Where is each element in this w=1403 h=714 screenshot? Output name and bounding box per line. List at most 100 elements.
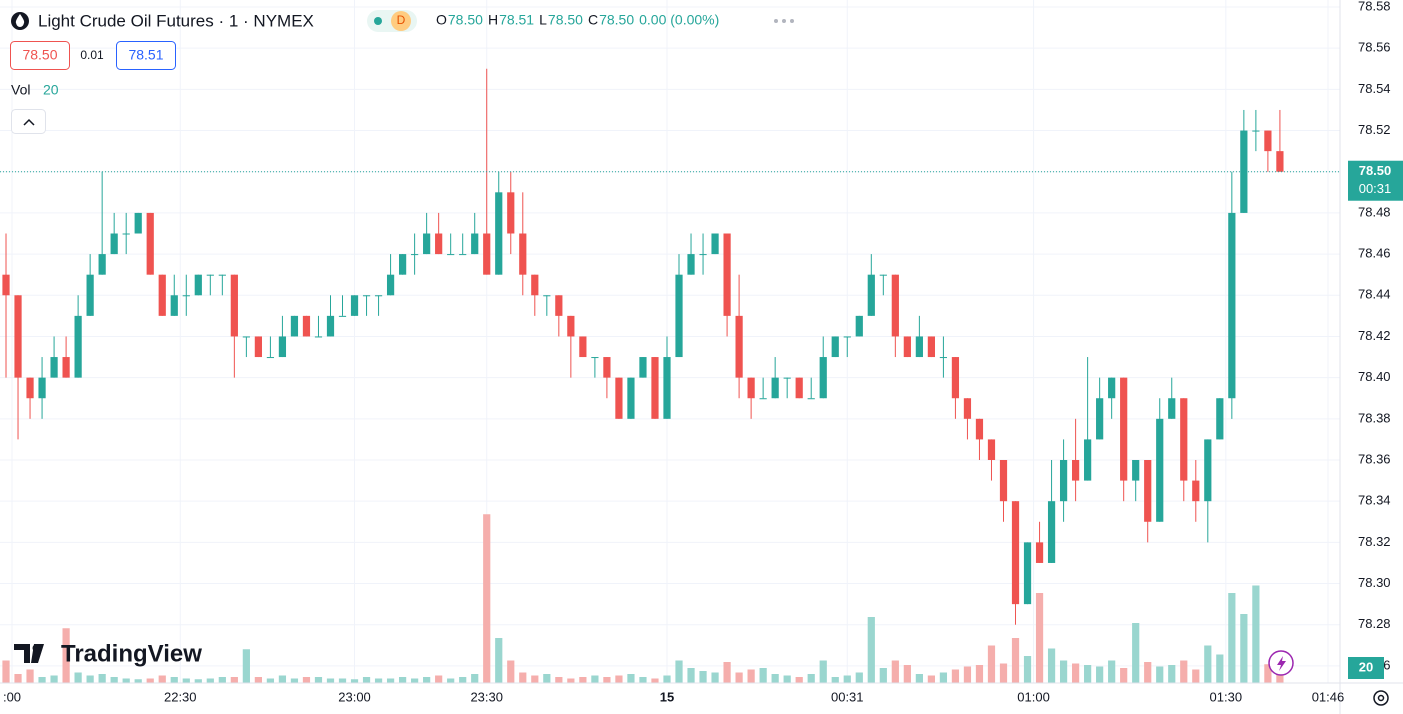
- vol-label: Vol: [11, 82, 30, 98]
- volume-bar: [230, 677, 238, 683]
- candle-body: [987, 439, 996, 461]
- x-tick-label: 01:00: [1017, 689, 1050, 704]
- volume-bar: [254, 677, 262, 683]
- volume-bar: [14, 674, 22, 683]
- volume-tag: [1348, 657, 1384, 679]
- candle-body: [338, 315, 347, 317]
- candle-body: [2, 274, 10, 296]
- candle-body: [855, 315, 863, 337]
- volume-bar: [471, 674, 479, 683]
- volume-bar: [110, 677, 118, 683]
- candle-body: [1204, 439, 1212, 502]
- badge-label: D: [397, 13, 406, 27]
- candle-body: [615, 377, 623, 419]
- candle-body: [519, 233, 527, 275]
- symbol-title[interactable]: Light Crude Oil Futures · 1 · NYMEX: [38, 11, 314, 30]
- ask: 78.51: [128, 47, 163, 63]
- volume-bar: [915, 674, 923, 683]
- volume-bar: [1180, 660, 1188, 683]
- badge-d: [391, 11, 411, 31]
- chevron: [23, 118, 35, 126]
- candle-body: [314, 336, 323, 338]
- volume-bar: [435, 675, 443, 683]
- buy-box[interactable]: [116, 41, 176, 70]
- y-tick-label: 78.34: [1358, 493, 1391, 508]
- candle-body: [14, 295, 22, 378]
- candle-body: [98, 254, 106, 275]
- volume-bar: [447, 678, 455, 683]
- ohlc-value: 78.51: [499, 12, 534, 28]
- volume-bar: [1264, 664, 1272, 683]
- volume-bar: [951, 669, 960, 683]
- volume-bar: [1059, 660, 1068, 683]
- volume-bar: [1084, 665, 1092, 683]
- volume-bar: [795, 677, 803, 683]
- volume-bar: [519, 672, 527, 683]
- settings-button[interactable]: [1373, 690, 1389, 706]
- candle-body: [1072, 460, 1080, 481]
- candle-body: [1132, 460, 1140, 481]
- candle-body: [1096, 398, 1104, 440]
- ohlc-key: C: [588, 12, 598, 28]
- volume-bar: [50, 675, 58, 683]
- candle-body: [26, 377, 34, 399]
- volume-bar: [483, 514, 491, 683]
- volume-bar: [62, 628, 70, 683]
- volume-bar: [1023, 656, 1032, 683]
- candle-body: [86, 274, 94, 316]
- volume-bar: [1047, 648, 1056, 683]
- sell-box[interactable]: [10, 41, 70, 70]
- candle-body: [194, 274, 202, 296]
- candle-body: [122, 233, 130, 235]
- candle-body: [1047, 501, 1056, 563]
- candle-body: [531, 274, 539, 296]
- dot[interactable]: [774, 19, 778, 23]
- candle-body: [483, 233, 491, 275]
- volume-bar: [1035, 593, 1044, 683]
- volume-bar: [1252, 585, 1260, 683]
- volume-bar: [1240, 614, 1248, 683]
- legend: Light Crude Oil Futures · 1 · NYMEX D O 7…: [10, 10, 794, 134]
- volume-bar: [699, 671, 707, 683]
- volume-bar: [543, 674, 551, 683]
- volume-bar: [1192, 669, 1200, 683]
- volume-bar: [843, 675, 851, 683]
- volume-bar: [398, 677, 407, 683]
- candle-body: [783, 377, 791, 379]
- volume-bar: [1216, 654, 1224, 683]
- ohlc-key: O: [436, 12, 447, 28]
- candle-body: [879, 274, 887, 276]
- volume-bar: [2, 660, 10, 683]
- volume-bar: [374, 678, 383, 683]
- volume-bar: [1204, 645, 1212, 683]
- candle-body: [639, 357, 647, 378]
- candle-body: [1144, 460, 1152, 522]
- volume-bar: [663, 675, 671, 683]
- volume-bar: [1072, 663, 1080, 683]
- brand: TradingView: [14, 640, 202, 667]
- candle-body: [1023, 542, 1032, 605]
- volume-bar: [891, 660, 899, 683]
- volume-bar: [495, 638, 503, 683]
- dot[interactable]: [790, 19, 794, 23]
- volume-bar: [879, 668, 887, 683]
- countdown: 00:31: [1359, 181, 1392, 196]
- logo: [32, 644, 40, 652]
- volume-bar: [302, 677, 311, 683]
- candle-body: [555, 295, 563, 316]
- settings-icon: [1377, 694, 1385, 702]
- candle-body: [915, 336, 923, 358]
- dot[interactable]: [782, 19, 786, 23]
- volume-bar: [266, 678, 275, 683]
- volume-bar: [1168, 665, 1176, 683]
- volume-bar: [723, 662, 731, 683]
- candle-body: [435, 233, 443, 255]
- volume-bar: [615, 675, 623, 683]
- y-tick-label: 78.56: [1358, 40, 1391, 55]
- candle-body: [1084, 439, 1092, 481]
- candle-body: [963, 398, 972, 419]
- y-tick-label: 78.54: [1358, 81, 1391, 96]
- lightning-icon: [1277, 656, 1286, 671]
- candle-body: [350, 295, 359, 316]
- candle-body: [182, 295, 190, 297]
